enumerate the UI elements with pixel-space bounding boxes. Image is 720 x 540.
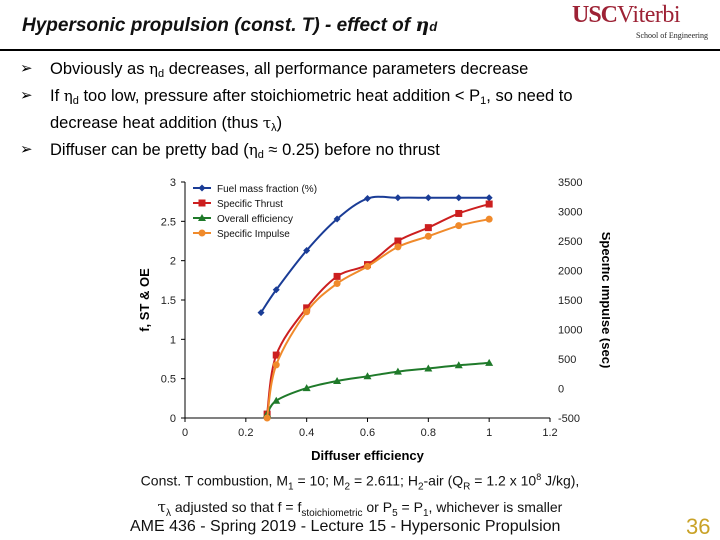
- y2-tick-label: 2500: [558, 236, 582, 248]
- arrow-bullet-icon: ➢: [20, 60, 33, 77]
- data-point-fuel-mass-fraction: [394, 194, 402, 202]
- data-point-fuel-mass-fraction: [424, 194, 432, 202]
- y-tick-label: 1.5: [161, 295, 176, 307]
- legend-marker-fuel-mass-fraction: [198, 184, 206, 192]
- data-point-specific-impulse: [424, 232, 432, 240]
- page-number: 36: [686, 514, 711, 539]
- data-point-overall-efficiency: [424, 364, 433, 372]
- legend-label-specific-impulse: Specific Impulse: [217, 229, 290, 240]
- data-point-specific-thrust: [424, 224, 432, 232]
- data-point-specific-impulse: [455, 222, 463, 230]
- data-point-specific-thrust: [272, 351, 280, 359]
- y-axis-title: f, ST & OE: [137, 268, 152, 332]
- bullet-list: ➢ Obviously as ηd decreases, all perform…: [18, 58, 708, 166]
- caption-line-1: Const. T combustion, M1 = 10; M2 = 2.611…: [140, 472, 580, 493]
- bullet-1: ➢ Obviously as ηd decreases, all perform…: [20, 60, 529, 80]
- data-point-specific-impulse: [394, 243, 402, 251]
- data-point-specific-thrust: [394, 237, 402, 245]
- legend-label-specific-thrust: Specific Thrust: [217, 199, 283, 210]
- data-point-overall-efficiency: [272, 396, 281, 404]
- y2-tick-label: 2000: [558, 266, 582, 278]
- data-point-overall-efficiency: [333, 377, 342, 385]
- title-text: Hypersonic propulsion (const. T) - effec…: [22, 15, 416, 36]
- data-point-specific-impulse: [303, 308, 311, 316]
- footer-text: AME 436 - Spring 2019 - Lecture 15 - Hyp…: [130, 518, 561, 535]
- data-point-fuel-mass-fraction: [333, 215, 341, 223]
- y2-tick-label: 3500: [558, 177, 582, 189]
- chart-caption: Const. T combustion, M1 = 10; M2 = 2.611…: [80, 467, 640, 524]
- x-tick-label: 1.2: [542, 427, 557, 439]
- data-point-fuel-mass-fraction: [455, 194, 463, 202]
- y2-tick-label: 1000: [558, 325, 582, 337]
- data-point-fuel-mass-fraction: [364, 195, 371, 203]
- y2-tick-label: 1500: [558, 295, 582, 307]
- y2-tick-label: 500: [558, 354, 576, 366]
- x-tick-label: 1: [486, 427, 492, 439]
- series-line-specific-impulse: [266, 218, 490, 419]
- data-point-specific-impulse: [333, 279, 341, 287]
- logo-viterbi: Viterbi: [617, 2, 681, 28]
- x-axis-title: Diffuser efficiency: [311, 448, 424, 463]
- title-eta-symbol: η: [415, 14, 430, 36]
- caption-line-2: τλ adjusted so that f = fstoichiometric …: [157, 498, 563, 520]
- data-point-specific-thrust: [333, 272, 341, 280]
- data-point-fuel-mass-fraction: [485, 194, 493, 202]
- arrow-bullet-icon: ➢: [20, 141, 33, 158]
- slide-title: Hypersonic propulsion (const. T) - effec…: [22, 14, 437, 37]
- x-tick-label: 0: [182, 427, 188, 439]
- data-point-overall-efficiency: [393, 367, 402, 375]
- legend-marker-specific-impulse: [198, 229, 206, 237]
- legend-marker-overall-efficiency: [198, 214, 206, 221]
- y-tick-label: 0: [170, 413, 176, 425]
- legend-label-fuel-mass-fraction: Fuel mass fraction (%): [217, 184, 317, 195]
- usc-viterbi-logo: USCViterbi School of Engineering: [572, 2, 714, 44]
- y-tick-label: 0.5: [161, 374, 176, 386]
- title-divider: [0, 49, 720, 51]
- data-point-overall-efficiency: [454, 361, 463, 369]
- data-point-overall-efficiency: [485, 358, 494, 366]
- data-point-specific-thrust: [455, 209, 463, 217]
- y2-axis-title: Specific impulse (sec): [599, 232, 610, 369]
- data-point-specific-impulse: [485, 215, 493, 223]
- data-point-specific-thrust: [303, 304, 311, 312]
- legend-marker-specific-thrust: [198, 199, 206, 207]
- logo-school: School of Engineering: [636, 31, 708, 40]
- y-tick-label: 3: [170, 177, 176, 189]
- data-point-overall-efficiency: [363, 372, 372, 380]
- data-point-fuel-mass-fraction: [272, 286, 280, 294]
- x-tick-label: 0.8: [421, 427, 436, 439]
- data-point-fuel-mass-fraction: [303, 246, 311, 254]
- diffuser-efficiency-chart: 0 0.2 0.4 0.6 0.8 1 1.2 0 0.5 1 1.5 2 2.5 3 -500 0 500 10…: [137, 177, 610, 463]
- arrow-bullet-icon: ➢: [20, 87, 33, 104]
- bullet-3: ➢ Diffuser can be pretty bad (ηd ≈ 0.25)…: [20, 141, 440, 161]
- x-tick-label: 0.2: [238, 427, 253, 439]
- data-point-specific-impulse: [263, 414, 271, 422]
- data-point-fuel-mass-fraction: [257, 309, 265, 317]
- data-point-overall-efficiency: [302, 384, 311, 392]
- logo-usc: USC: [572, 2, 618, 28]
- data-point-specific-thrust: [485, 200, 493, 208]
- x-tick-label: 0.6: [360, 427, 375, 439]
- legend-label-overall-efficiency: Overall efficiency: [217, 214, 293, 225]
- y2-tick-label: -500: [558, 413, 580, 425]
- y-tick-label: 1: [170, 334, 176, 346]
- data-point-specific-impulse: [272, 361, 280, 369]
- data-point-specific-impulse: [364, 262, 371, 270]
- series-line-specific-thrust: [266, 203, 490, 415]
- y-tick-label: 2: [170, 256, 176, 268]
- y2-tick-label: 3000: [558, 207, 582, 219]
- y-tick-label: 2.5: [161, 216, 176, 228]
- title-subscript: d: [429, 19, 438, 34]
- x-tick-label: 0.4: [299, 427, 314, 439]
- bullet-2-continued: decrease heat addition (thus τλ): [50, 114, 283, 134]
- y2-tick-label: 0: [558, 384, 564, 396]
- bullet-2: ➢ If ηd too low, pressure after stoichio…: [20, 87, 573, 107]
- series-line-overall-efficiency: [266, 361, 490, 415]
